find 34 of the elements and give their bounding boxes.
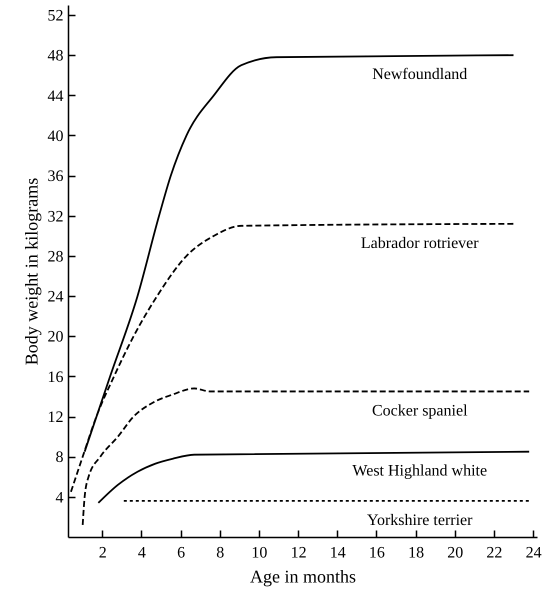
y-tick-label: 44 [48, 88, 64, 105]
x-axis-title: Age in months [250, 566, 356, 586]
y-tick-label: 28 [48, 248, 64, 266]
series-label: Cocker spaniel [372, 402, 468, 420]
x-tick-label: 24 [526, 544, 542, 562]
x-tick-label: 12 [290, 544, 307, 562]
series-label: Yorkshire terrier [367, 512, 474, 529]
x-tick-label: 22 [486, 544, 502, 562]
y-axis-title: Body weight in kilograms [22, 178, 42, 366]
y-tick-label: 12 [48, 409, 64, 426]
x-tick-label: 10 [251, 544, 268, 562]
y-tick-label: 32 [48, 208, 64, 226]
x-tick-label: 20 [447, 544, 464, 562]
series-label: Labrador rotriever [360, 234, 480, 252]
y-tick-label: 48 [48, 48, 64, 65]
line-series [82, 388, 530, 526]
y-tick-label: 52 [48, 8, 64, 25]
y-tick-label: 20 [48, 328, 64, 346]
x-tick-label: 18 [408, 544, 424, 562]
x-tick-label: 16 [368, 544, 385, 562]
x-tick-label: 8 [216, 544, 224, 562]
x-tick-label: 14 [330, 544, 346, 562]
x-tick-label: 2 [98, 544, 107, 562]
series-label: West Highland white [352, 462, 488, 480]
x-tick-label: 6 [177, 544, 186, 562]
y-tick-label: 8 [56, 449, 64, 466]
x-tick-label: 4 [138, 544, 146, 562]
y-tick-label: 36 [48, 168, 64, 186]
y-tick-label: 40 [48, 128, 64, 145]
y-tick-label: 16 [48, 368, 64, 386]
y-tick-label: 4 [56, 489, 64, 506]
y-tick-label: 24 [48, 288, 64, 306]
line-series [97, 450, 530, 504]
series-label: Newfoundland [372, 66, 468, 84]
